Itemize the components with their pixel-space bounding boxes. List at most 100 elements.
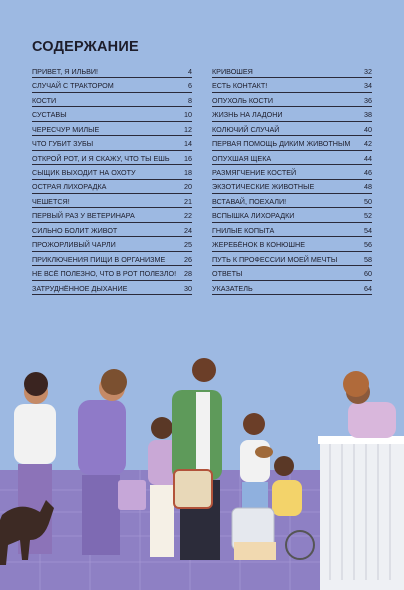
entry-title: ГНИЛЫЕ КОПЫТА xyxy=(212,225,275,235)
entry-title: КОСТИ xyxy=(32,95,57,105)
entry-title: ПЕРВАЯ ПОМОЩЬ ДИКИМ ЖИВОТНЫМ xyxy=(212,139,351,149)
entry-title: ЭКЗОТИЧЕСКИЕ ЖИВОТНЫЕ xyxy=(212,182,315,192)
entry-page: 60 xyxy=(364,269,372,279)
entry-title: ПУТЬ К ПРОФЕССИИ МОЕЙ МЕЧТЫ xyxy=(212,254,338,264)
entry-title: УКАЗАТЕЛЬ xyxy=(212,283,253,293)
toc-entry: ПЕРВАЯ ПОМОЩЬ ДИКИМ ЖИВОТНЫМ 42 xyxy=(212,136,372,151)
entry-page: 22 xyxy=(184,211,192,221)
toc-entry: ВСТАВАЙ, ПОЕХАЛИ! 50 xyxy=(212,194,372,209)
child-head xyxy=(274,456,294,476)
entry-page: 58 xyxy=(364,254,372,264)
entry-title: ЧЕРЕСЧУР МИЛЫЕ xyxy=(32,124,100,134)
toc-entry: ПРИВЕТ, Я ИЛЬВИ! 4 xyxy=(32,64,192,79)
entry-page: 48 xyxy=(364,182,372,192)
entry-page: 40 xyxy=(364,124,372,134)
toc-entry: СЫЩИК ВЫХОДИТ НА ОХОТУ 18 xyxy=(32,165,192,180)
person-hair xyxy=(101,369,127,395)
entry-title: ОТВЕТЫ xyxy=(212,269,243,279)
illustration xyxy=(0,358,404,590)
entry-page: 32 xyxy=(364,66,372,76)
child-head xyxy=(151,417,173,439)
toc-column: ПРИВЕТ, Я ИЛЬВИ! 4 СЛУЧАЙ С ТРАКТОРОМ 6 КОСТ… xyxy=(32,64,192,295)
entry-page: 21 xyxy=(184,196,192,206)
entry-page: 42 xyxy=(364,139,372,149)
toc-entry: ЭКЗОТИЧЕСКИЕ ЖИВОТНЫЕ 48 xyxy=(212,180,372,194)
entry-title: ЧТО ГУБИТ ЗУБЫ xyxy=(32,139,94,149)
entry-title: СУСТАВЫ xyxy=(32,110,67,120)
entry-page: 24 xyxy=(184,225,192,235)
entry-page: 26 xyxy=(184,254,192,264)
counter-lines xyxy=(329,444,391,580)
toc-entry: ЧЕШЕТСЯ! 21 xyxy=(32,194,192,209)
entry-page: 56 xyxy=(364,240,372,250)
toc-entry: КРИВОШЕЯ 32 xyxy=(212,64,372,79)
entry-page: 18 xyxy=(184,168,192,177)
guinea-pig xyxy=(255,446,273,458)
entry-title: ОПУХОЛЬ КОСТИ xyxy=(212,95,274,105)
toc-entry: ПРИКЛЮЧЕНИЯ ПИЩИ В ОРГАНИЗМЕ 26 xyxy=(32,252,192,267)
entry-title: ПЕРВЫЙ РАЗ У ВЕТЕРИНАРА xyxy=(32,211,135,221)
entry-page: 28 xyxy=(184,269,192,279)
entry-title: ОТКРОЙ РОТ, И Я СКАЖУ, ЧТО ТЫ ЕШЬ xyxy=(32,153,170,163)
child-legs xyxy=(150,485,174,557)
entry-page: 12 xyxy=(184,124,192,134)
toc-entry: УКАЗАТЕЛЬ 64 xyxy=(212,281,372,295)
entry-page: 44 xyxy=(364,153,372,163)
entry-title: ЧЕШЕТСЯ! xyxy=(32,196,70,206)
entry-page: 64 xyxy=(364,283,372,293)
receptionist xyxy=(348,402,396,438)
entry-page: 46 xyxy=(364,168,372,177)
toc-entry: СУСТАВЫ 10 xyxy=(32,107,192,122)
child-head xyxy=(243,413,265,435)
entry-title: КРИВОШЕЯ xyxy=(212,66,253,76)
entry-page: 38 xyxy=(364,110,372,120)
toc-entry: ЗАТРУДНЁННОЕ ДЫХАНИЕ 30 xyxy=(32,281,192,295)
toc-entry: ОПУХШАЯ ЩЕКА 44 xyxy=(212,151,372,166)
toc-entry: ПУТЬ К ПРОФЕССИИ МОЕЙ МЕЧТЫ 58 xyxy=(212,252,372,267)
entry-page: 20 xyxy=(184,182,192,192)
entry-page: 16 xyxy=(184,153,192,163)
entry-page: 25 xyxy=(184,240,192,250)
toc-entry: ВСПЫШКА ЛИХОРАДКИ 52 xyxy=(212,208,372,223)
toc-entry: СИЛЬНО БОЛИТ ЖИВОТ 24 xyxy=(32,223,192,238)
entry-title: ЕСТЬ КОНТАКТ! xyxy=(212,81,268,91)
person xyxy=(14,404,56,464)
entry-title: СЫЩИК ВЫХОДИТ НА ОХОТУ xyxy=(32,168,136,177)
entry-title: ОПУХШАЯ ЩЕКА xyxy=(212,153,272,163)
entry-page: 30 xyxy=(184,283,192,293)
toc-entry: ЧЕРЕСЧУР МИЛЫЕ 12 xyxy=(32,122,192,137)
toc-entry: СЛУЧАЙ С ТРАКТОРОМ 6 xyxy=(32,78,192,93)
toc-entry: ОТВЕТЫ 60 xyxy=(212,266,372,281)
entry-title: ВСПЫШКА ЛИХОРАДКИ xyxy=(212,211,295,221)
entry-title: ПРОЖОРЛИВЫЙ ЧАРЛИ xyxy=(32,240,116,250)
toc-entry: ОСТРАЯ ЛИХОРАДКА 20 xyxy=(32,180,192,194)
toc-entry: ГНИЛЫЕ КОПЫТА 54 xyxy=(212,223,372,238)
receptionist-hair xyxy=(343,371,369,397)
entry-page: 50 xyxy=(364,196,372,206)
entry-page: 14 xyxy=(184,139,192,149)
toc-entry: ЧТО ГУБИТ ЗУБЫ 14 xyxy=(32,136,192,151)
wheelchair xyxy=(285,530,315,560)
toc-entry: ЕСТЬ КОНТАКТ! 34 xyxy=(212,78,372,93)
entry-page: 34 xyxy=(364,81,372,91)
entry-title: ОСТРАЯ ЛИХОРАДКА xyxy=(32,182,107,192)
entry-page: 10 xyxy=(184,110,192,120)
toc-entry: ОПУХОЛЬ КОСТИ 36 xyxy=(212,93,372,108)
title: СОДЕРЖАНИЕ xyxy=(32,39,139,55)
entry-page: 54 xyxy=(364,225,372,235)
entry-page: 6 xyxy=(188,81,192,91)
toc-entry: КОСТИ 8 xyxy=(32,93,192,108)
shirt xyxy=(196,392,210,472)
entry-title: ВСТАВАЙ, ПОЕХАЛИ! xyxy=(212,196,287,206)
basket xyxy=(234,542,276,560)
toc-entry: РАЗМЯГЧЕНИЕ КОСТЕЙ 46 xyxy=(212,165,372,180)
carrier xyxy=(173,469,213,509)
person-hair xyxy=(24,372,48,396)
toc-entry: ОТКРОЙ РОТ, И Я СКАЖУ, ЧТО ТЫ ЕШЬ 16 xyxy=(32,151,192,166)
toc-entry: НЕ ВСЁ ПОЛЕЗНО, ЧТО В РОТ ПОЛЕЗЛО! 28 xyxy=(32,266,192,281)
counter-top xyxy=(318,436,404,444)
entry-page: 8 xyxy=(188,95,192,105)
entry-title: НЕ ВСЁ ПОЛЕЗНО, ЧТО В РОТ ПОЛЕЗЛО! xyxy=(32,269,177,279)
